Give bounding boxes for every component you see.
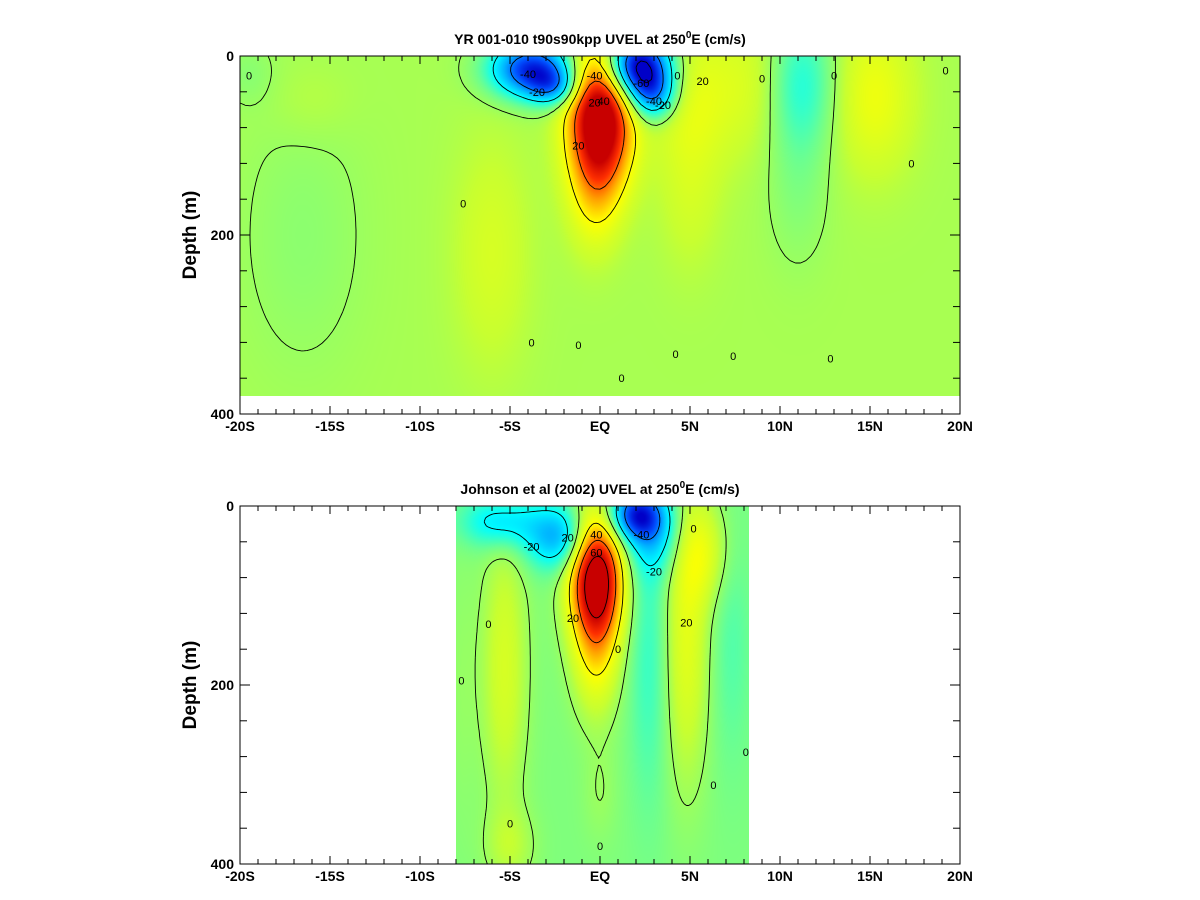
contour-label: 0 xyxy=(743,747,749,759)
x-tick-label: 5N xyxy=(681,418,699,434)
contour-line-neg20 xyxy=(483,505,671,567)
x-tick-label: EQ xyxy=(590,868,610,884)
contour-label: 0 xyxy=(458,676,464,688)
x-tick-label: -10S xyxy=(405,418,435,434)
contour-label: 40 xyxy=(590,530,602,542)
contour-line-20 xyxy=(568,522,624,676)
y-tick-label: 0 xyxy=(226,48,234,64)
contour-label: 0 xyxy=(710,780,716,792)
contour-label: -20 xyxy=(655,100,671,112)
y-tick-label: 400 xyxy=(211,406,235,422)
contour-label: 0 xyxy=(529,337,535,349)
contour-label: -40 xyxy=(633,530,649,542)
contour-line-neg40 xyxy=(624,505,661,541)
contour-label: -40 xyxy=(646,96,662,108)
contour-label: -20 xyxy=(646,566,662,578)
contour-line-60 xyxy=(584,555,609,619)
contour-line-neg20 xyxy=(492,55,673,111)
y-tick-label: 0 xyxy=(226,498,234,514)
y-tick-label: 200 xyxy=(211,227,235,243)
y-tick-label: 200 xyxy=(211,677,235,693)
y-tick-label: 400 xyxy=(211,856,235,872)
x-tick-label: -5S xyxy=(499,418,521,434)
contour-line-0 xyxy=(474,505,727,865)
contour-label: 60 xyxy=(590,548,602,560)
contour-label: 20 xyxy=(680,617,692,629)
contour-line-neg60 xyxy=(635,60,653,84)
contour-label: -20 xyxy=(524,541,540,553)
contour-label: 0 xyxy=(759,73,765,85)
contour-label: -60 xyxy=(633,78,649,90)
x-tick-label: 20N xyxy=(947,868,973,884)
contour-label: 0 xyxy=(908,158,914,170)
contour-label: 20 xyxy=(588,98,600,110)
x-tick-label: -20S xyxy=(225,418,255,434)
panel-model-contours xyxy=(239,55,836,352)
panel-model-ylabel: Depth (m) xyxy=(180,191,201,280)
panel-model-title: YR 001-010 t90s90kpp UVEL at 2500E (cm/s… xyxy=(454,30,746,47)
contour-label: 0 xyxy=(831,71,837,83)
contour-label: 0 xyxy=(615,644,621,656)
contour-line-0 xyxy=(239,55,836,352)
contour-label: 0 xyxy=(575,340,581,352)
contour-label: 20 xyxy=(572,141,584,153)
contour-label: 0 xyxy=(460,199,466,211)
x-tick-label: -10S xyxy=(405,868,435,884)
contour-label: 0 xyxy=(619,373,625,385)
contour-label: 20 xyxy=(567,613,579,625)
x-tick-label: 10N xyxy=(767,868,793,884)
contour-label: 0 xyxy=(691,523,697,535)
contour-line-40 xyxy=(574,80,625,190)
contour-label: 0 xyxy=(730,351,736,363)
panel-observed: Johnson et al (2002) UVEL at 2500E (cm/s… xyxy=(180,480,973,884)
contour-line-20 xyxy=(563,57,637,224)
contour-label: 0 xyxy=(674,71,680,83)
contour-label: 0 xyxy=(943,65,949,77)
x-tick-label: 5N xyxy=(681,868,699,884)
contour-label: 20 xyxy=(696,76,708,88)
contour-label: 40 xyxy=(597,96,609,108)
contour-line-40 xyxy=(576,539,617,644)
contour-label: 0 xyxy=(597,841,603,853)
x-tick-label: 20N xyxy=(947,418,973,434)
contour-label: -20 xyxy=(529,87,545,99)
contour-label: 0 xyxy=(485,619,491,631)
panel-model: YR 001-010 t90s90kpp UVEL at 2500E (cm/s… xyxy=(180,30,973,434)
x-tick-label: EQ xyxy=(590,418,610,434)
x-tick-label: 15N xyxy=(857,868,883,884)
panel-observed-contours xyxy=(474,505,727,865)
x-tick-label: -5S xyxy=(499,868,521,884)
contour-label: 0 xyxy=(673,349,679,361)
panel-observed-field-image xyxy=(456,506,749,864)
x-tick-label: 15N xyxy=(857,418,883,434)
x-tick-label: -20S xyxy=(225,868,255,884)
x-tick-label: 10N xyxy=(767,418,793,434)
contour-line-neg40 xyxy=(510,55,664,100)
panel-observed-contour-labels: -20 20 40 60 -40 -20 20 0 20 0 0 0 0 0 0 0 xyxy=(458,523,749,853)
contour-label: 20 xyxy=(561,532,573,544)
x-tick-label: -15S xyxy=(315,868,345,884)
x-tick-label: -15S xyxy=(315,418,345,434)
panel-observed-heatmap xyxy=(456,506,749,864)
panel-observed-ylabel: Depth (m) xyxy=(180,641,201,730)
contour-label: 0 xyxy=(507,819,513,831)
panel-observed-title: Johnson et al (2002) UVEL at 2500E (cm/s… xyxy=(460,480,739,497)
contour-label: 0 xyxy=(246,71,252,83)
contour-label: -40 xyxy=(587,71,603,83)
contour-label: 0 xyxy=(827,354,833,366)
panel-model-field-image xyxy=(240,56,960,396)
contour-label: -40 xyxy=(520,69,536,81)
panel-model-heatmap xyxy=(240,56,960,396)
